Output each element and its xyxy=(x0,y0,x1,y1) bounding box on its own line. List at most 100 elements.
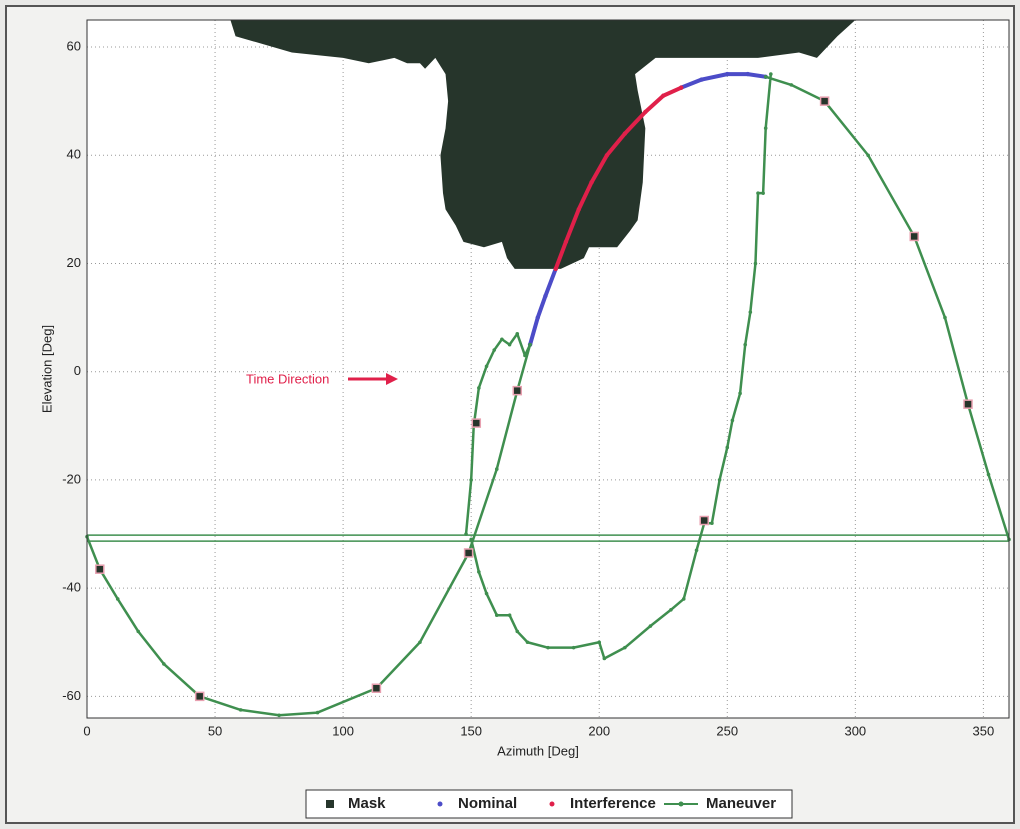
point xyxy=(789,83,794,87)
point xyxy=(469,478,473,482)
point xyxy=(535,315,540,320)
y-tick-label: -60 xyxy=(62,688,81,703)
point xyxy=(494,613,499,617)
x-tick-label: 250 xyxy=(716,723,738,738)
point xyxy=(543,293,548,299)
mask-point xyxy=(699,515,709,526)
point xyxy=(602,656,607,661)
point xyxy=(648,624,653,628)
point xyxy=(136,629,141,634)
point xyxy=(725,71,730,77)
legend-symbol xyxy=(437,801,443,807)
point xyxy=(484,364,489,369)
point xyxy=(115,597,120,601)
x-tick-label: 50 xyxy=(208,723,222,738)
mask-region xyxy=(230,20,856,269)
point xyxy=(763,126,768,131)
point xyxy=(464,532,468,536)
point xyxy=(507,613,512,617)
point xyxy=(763,75,768,79)
point xyxy=(745,71,750,77)
point xyxy=(986,472,991,477)
point xyxy=(492,348,497,352)
point xyxy=(277,713,281,718)
mask-point xyxy=(471,418,482,428)
legend-label: Nominal xyxy=(458,795,517,812)
point xyxy=(597,640,602,645)
point xyxy=(717,478,722,482)
y-tick-label: 40 xyxy=(67,147,81,162)
legend-label: Mask xyxy=(348,795,386,812)
point xyxy=(507,342,512,347)
legend: Mask Nominal Interference Maneuver xyxy=(305,789,793,819)
y-tick-label: 60 xyxy=(67,38,81,53)
point xyxy=(643,109,648,115)
point xyxy=(694,548,699,553)
legend-symbol xyxy=(678,801,684,807)
point xyxy=(678,85,684,90)
point xyxy=(623,645,627,650)
point xyxy=(528,342,532,347)
mask-point xyxy=(371,683,382,693)
y-tick-label: 0 xyxy=(74,363,81,378)
y-tick-label: 20 xyxy=(67,255,81,270)
point xyxy=(761,191,765,195)
point xyxy=(315,710,320,715)
x-tick-label: 0 xyxy=(83,723,90,738)
point xyxy=(710,521,714,526)
point xyxy=(477,570,481,574)
point xyxy=(743,342,748,347)
point xyxy=(494,467,499,471)
mask-point xyxy=(512,385,523,396)
mask-point xyxy=(194,691,205,702)
legend-label: Maneuver xyxy=(706,795,776,812)
x-axis-label: Azimuth [Deg] xyxy=(497,743,579,758)
point xyxy=(769,72,773,76)
mask-point xyxy=(819,96,830,106)
point xyxy=(866,153,870,158)
point xyxy=(525,640,530,645)
point xyxy=(669,607,673,612)
mask-point xyxy=(95,564,105,574)
point xyxy=(943,315,947,320)
legend-symbol xyxy=(549,801,555,807)
point xyxy=(753,261,758,266)
point xyxy=(756,191,760,195)
point xyxy=(661,93,666,98)
x-tick-label: 150 xyxy=(460,723,482,738)
point xyxy=(748,310,753,314)
point xyxy=(238,708,243,712)
point xyxy=(563,239,569,245)
point xyxy=(571,645,576,650)
y-tick-label: -40 xyxy=(62,580,81,595)
point xyxy=(725,445,730,450)
annotation: Time Direction xyxy=(246,371,329,386)
y-tick-label: -20 xyxy=(62,471,81,486)
plot-border xyxy=(86,19,1010,719)
legend-symbol xyxy=(326,800,334,808)
legend-label: Interference xyxy=(570,795,656,812)
point xyxy=(730,418,735,423)
point xyxy=(622,131,628,136)
point xyxy=(553,266,558,272)
point xyxy=(515,332,520,336)
point xyxy=(589,180,594,185)
point xyxy=(681,597,686,601)
mask-point xyxy=(909,231,919,242)
mask-point xyxy=(463,548,474,558)
x-tick-label: 200 xyxy=(588,723,610,738)
x-tick-label: 100 xyxy=(332,723,354,738)
point xyxy=(418,640,422,645)
point xyxy=(604,153,610,158)
point xyxy=(546,645,550,650)
point xyxy=(484,591,489,596)
x-tick-label: 300 xyxy=(844,723,866,738)
point xyxy=(500,337,504,342)
point xyxy=(469,537,473,542)
point xyxy=(162,662,166,666)
point xyxy=(576,207,581,212)
point xyxy=(515,629,520,634)
legend-box xyxy=(305,789,793,819)
point xyxy=(738,391,742,396)
